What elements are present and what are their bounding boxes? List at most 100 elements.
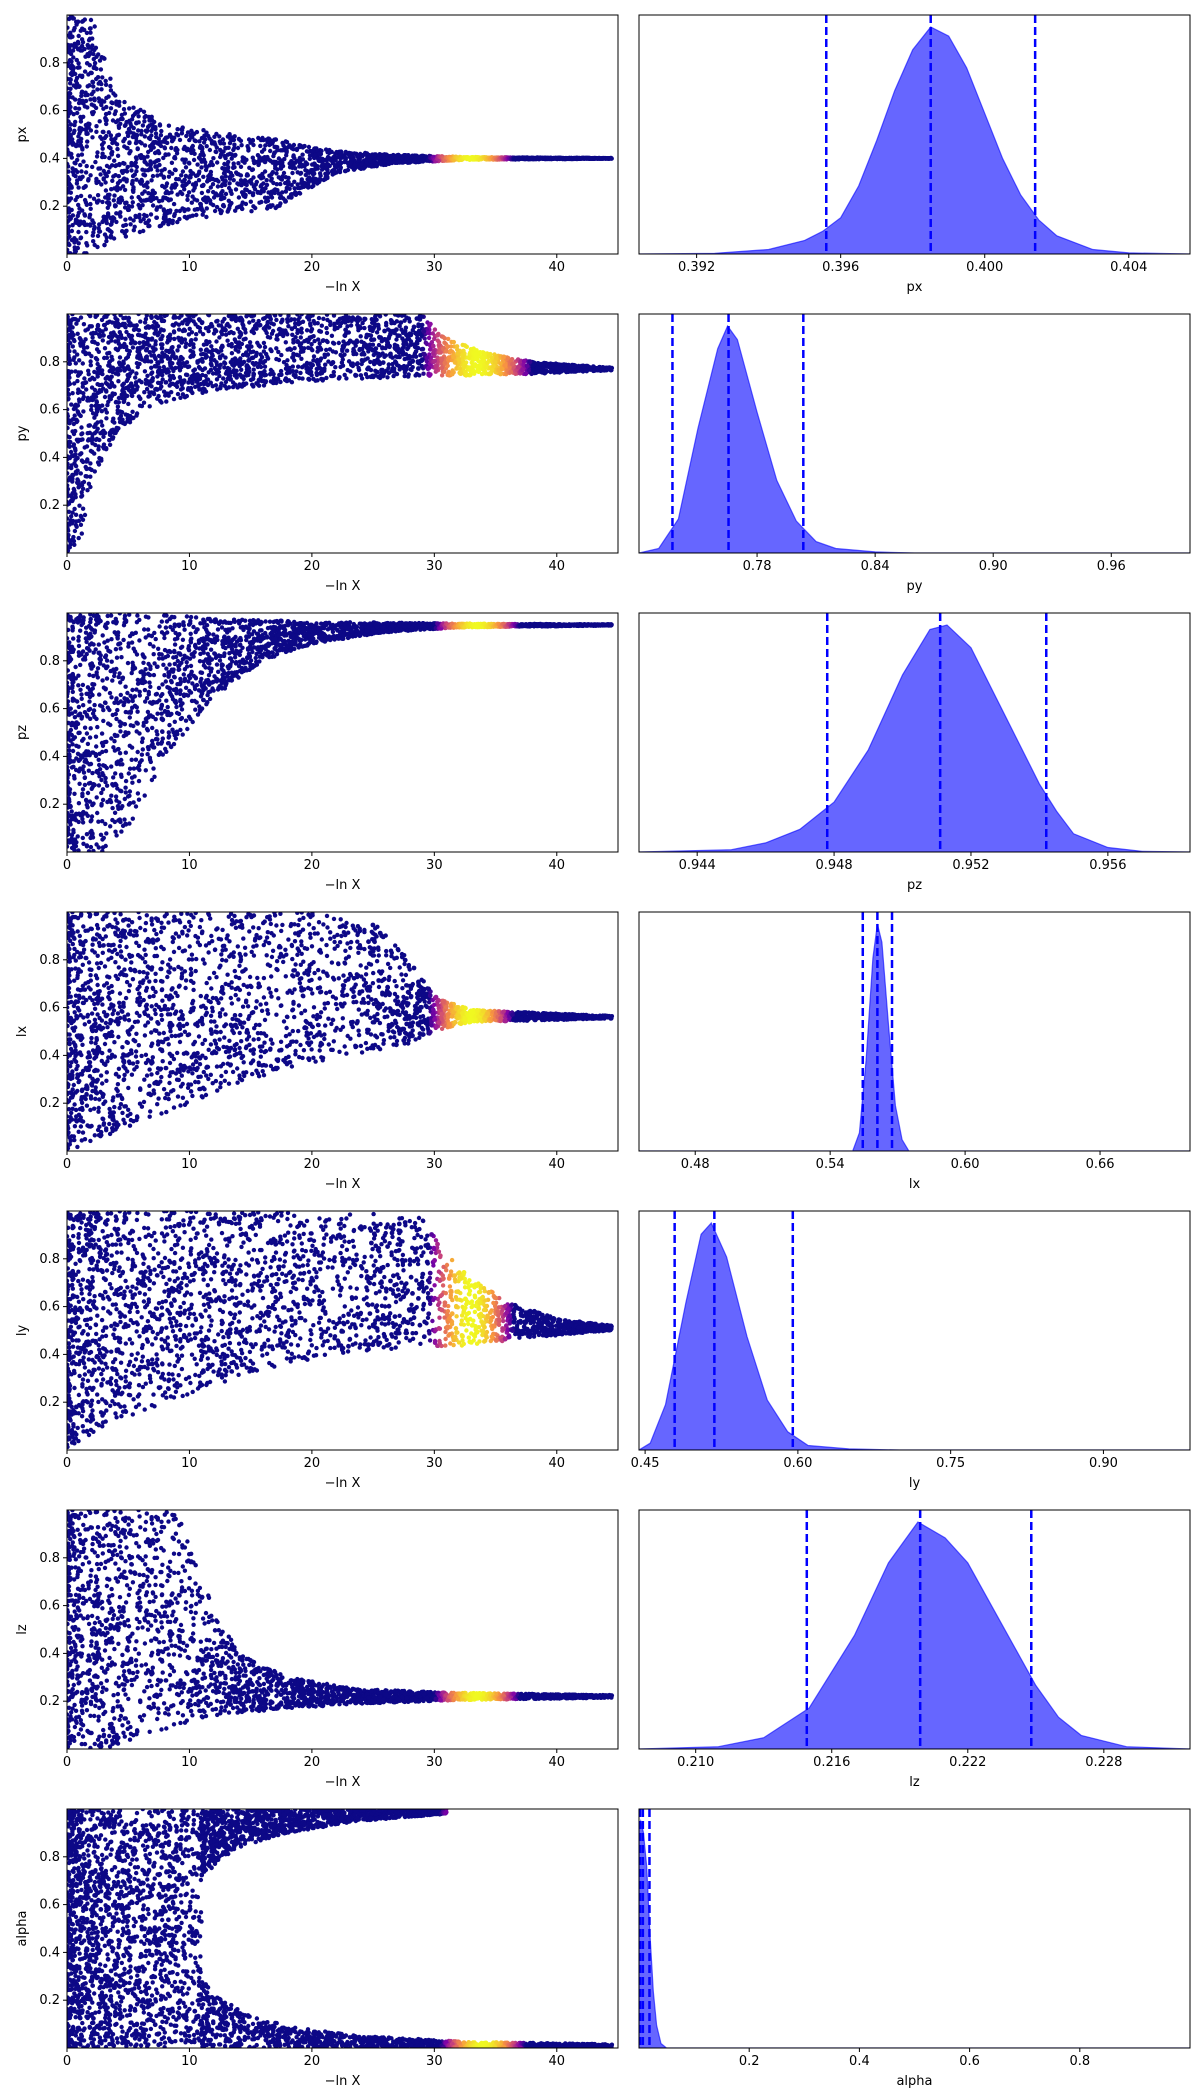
x-axis-label: lx [909,1177,921,1192]
trace-points-alpha [67,1809,615,2048]
y-tick-label: 0.2 [39,498,60,513]
trace-points-lx [67,912,615,1151]
y-tick-label: 0.2 [39,1096,60,1111]
y-tick-label: 0.8 [39,654,60,669]
posterior-panel-lx: 0.48 0.54 0.60 0.66 lx [638,911,1191,1192]
x-tick-label: 0.2 [739,2054,760,2069]
x-tick-label: 0.54 [816,1157,845,1172]
posterior-frame-alpha [638,1808,1191,2049]
x-axis-label: py [907,579,923,594]
x-tick-label: 40 [549,1456,566,1471]
x-tick-label: 0.400 [966,260,1003,275]
y-tick-label: 0.6 [39,702,60,717]
trace-points-lz [67,1510,615,1749]
x-tick-label: 40 [549,858,566,873]
density-area-ly [639,1211,1190,1450]
x-tick-label: 0.6 [959,2054,980,2069]
x-tick-label: 0.60 [783,1456,812,1471]
x-tick-label: 30 [426,1755,443,1770]
density-area-lz [639,1510,1190,1749]
trace-panel-ly: 0 10 20 30 40 0.2 0.4 0.6 0.8 −ln X ly [15,1210,619,1491]
y-tick-label: 0.4 [39,1347,60,1362]
density-area-py [639,314,1190,553]
x-tick-label: 0.48 [681,1157,710,1172]
posterior-frame-lx [638,911,1191,1152]
trace-frame-ly [66,1210,619,1451]
density-fill [639,624,1190,852]
x-tick-label: 0 [63,260,71,275]
y-tick-label: 0.4 [39,1048,60,1063]
x-tick-label: 10 [181,1157,198,1172]
posterior-frame-ly [638,1210,1191,1451]
x-tick-label: 20 [304,1755,321,1770]
x-tick-label: 0.90 [979,559,1008,574]
x-axis-label: −ln X [325,878,361,893]
x-tick-label: 20 [304,559,321,574]
y-tick-label: 0.2 [39,797,60,812]
x-tick-label: 20 [304,1157,321,1172]
y-tick-label: 0.4 [39,450,60,465]
x-tick-label: 10 [181,260,198,275]
x-tick-label: 0.944 [679,858,716,873]
x-tick-label: 30 [426,559,443,574]
posterior-frame-pz [638,612,1191,853]
x-tick-label: 20 [304,1456,321,1471]
y-tick-label: 0.6 [39,1898,60,1913]
x-axis-label: −ln X [325,1775,361,1790]
y-axis-label: pz [15,725,30,740]
trace-panel-py: 0 10 20 30 40 0.2 0.4 0.6 0.8 −ln X py [15,313,619,594]
y-axis-label: lz [15,1624,30,1635]
trace-panel-alpha: 0 10 20 30 40 0.2 0.4 0.6 0.8 −ln X alpha [15,1808,619,2089]
density-fill [639,1521,1190,1749]
x-axis-label: −ln X [325,1177,361,1192]
x-tick-label: 0 [63,1157,71,1172]
density-area-alpha [639,1809,1190,2048]
posterior-panel-px: 0.392 0.396 0.400 0.404 px [638,14,1191,295]
y-tick-label: 0.2 [39,1395,60,1410]
posterior-frame-px [638,14,1191,255]
trace-frame-py [66,313,619,554]
trace-points-px [67,15,614,254]
trace-points-py [67,314,615,553]
y-tick-label: 0.8 [39,953,60,968]
y-tick-label: 0.4 [39,1945,60,1960]
x-tick-label: 40 [549,1157,566,1172]
y-tick-label: 0.2 [39,199,60,214]
x-axis-label: lz [909,1775,920,1790]
x-axis-label: −ln X [325,280,361,295]
x-axis-label: alpha [896,2074,932,2089]
x-tick-label: 10 [181,1755,198,1770]
x-tick-label: 30 [426,2054,443,2069]
x-tick-label: 0.8 [1069,2054,1090,2069]
x-tick-label: 0.948 [815,858,852,873]
density-fill [639,1818,1190,2048]
x-tick-label: 0.4 [849,2054,870,2069]
x-tick-label: 0.84 [861,559,890,574]
y-tick-label: 0.8 [39,355,60,370]
y-axis-label: alpha [15,1910,30,1946]
y-tick-label: 0.2 [39,1694,60,1709]
y-tick-label: 0.8 [39,1252,60,1267]
x-tick-label: 20 [304,858,321,873]
trace-points-pz [67,613,614,852]
posterior-panel-alpha: 0.2 0.4 0.6 0.8 alpha [638,1808,1191,2089]
y-axis-label: px [15,126,30,142]
x-tick-label: 0 [63,858,71,873]
y-tick-label: 0.8 [39,1850,60,1865]
trace-frame-px [66,14,619,255]
x-tick-label: 0 [63,1755,71,1770]
x-axis-label: pz [907,878,922,893]
x-axis-label: −ln X [325,2074,361,2089]
x-tick-label: 0.222 [949,1755,986,1770]
x-tick-label: 0.210 [677,1755,714,1770]
x-tick-label: 30 [426,260,443,275]
y-tick-label: 0.6 [39,1001,60,1016]
trace-panel-pz: 0 10 20 30 40 0.2 0.4 0.6 0.8 −ln X pz [15,612,619,893]
x-tick-label: 30 [426,1157,443,1172]
x-tick-label: 10 [181,2054,198,2069]
posterior-panel-lz: 0.210 0.216 0.222 0.228 lz [638,1509,1191,1790]
x-tick-label: 0.404 [1110,260,1147,275]
x-tick-label: 0.90 [1089,1456,1118,1471]
density-fill [639,1221,1190,1450]
x-tick-label: 0.66 [1086,1157,1115,1172]
